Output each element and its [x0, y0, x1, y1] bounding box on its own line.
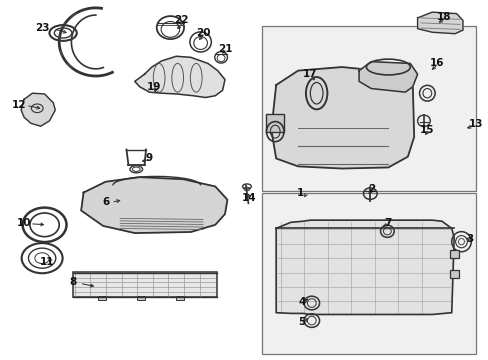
Text: 12: 12 — [12, 100, 26, 110]
Text: 17: 17 — [303, 69, 317, 79]
Text: 10: 10 — [17, 218, 31, 228]
Polygon shape — [417, 12, 462, 34]
Text: 9: 9 — [145, 153, 153, 163]
Bar — [176, 296, 183, 300]
Text: 20: 20 — [195, 28, 210, 38]
Bar — [98, 296, 105, 300]
Bar — [261, 193, 475, 354]
Text: 19: 19 — [147, 82, 161, 92]
Text: 13: 13 — [468, 120, 482, 129]
Text: 5: 5 — [298, 317, 305, 327]
Bar — [449, 270, 458, 278]
Text: 2: 2 — [367, 184, 374, 194]
Polygon shape — [271, 67, 413, 168]
Text: 23: 23 — [35, 23, 49, 33]
Text: 22: 22 — [174, 15, 188, 26]
Text: 14: 14 — [242, 193, 256, 203]
Bar — [137, 296, 144, 300]
Polygon shape — [358, 62, 417, 92]
Text: 4: 4 — [298, 297, 305, 307]
Text: 3: 3 — [465, 234, 472, 244]
Polygon shape — [81, 177, 227, 233]
Text: 11: 11 — [40, 257, 54, 267]
Bar — [266, 114, 283, 132]
Polygon shape — [135, 56, 224, 98]
Text: 8: 8 — [69, 277, 76, 287]
Text: 6: 6 — [102, 197, 109, 207]
Text: 1: 1 — [296, 188, 304, 198]
Text: 15: 15 — [419, 125, 434, 135]
Bar — [261, 26, 475, 191]
Text: 7: 7 — [384, 218, 391, 228]
Bar — [73, 272, 216, 297]
Text: 16: 16 — [429, 58, 444, 68]
Polygon shape — [21, 93, 55, 126]
Bar — [449, 250, 458, 258]
Polygon shape — [276, 220, 453, 315]
Text: 21: 21 — [217, 44, 232, 54]
Text: 18: 18 — [436, 12, 451, 22]
